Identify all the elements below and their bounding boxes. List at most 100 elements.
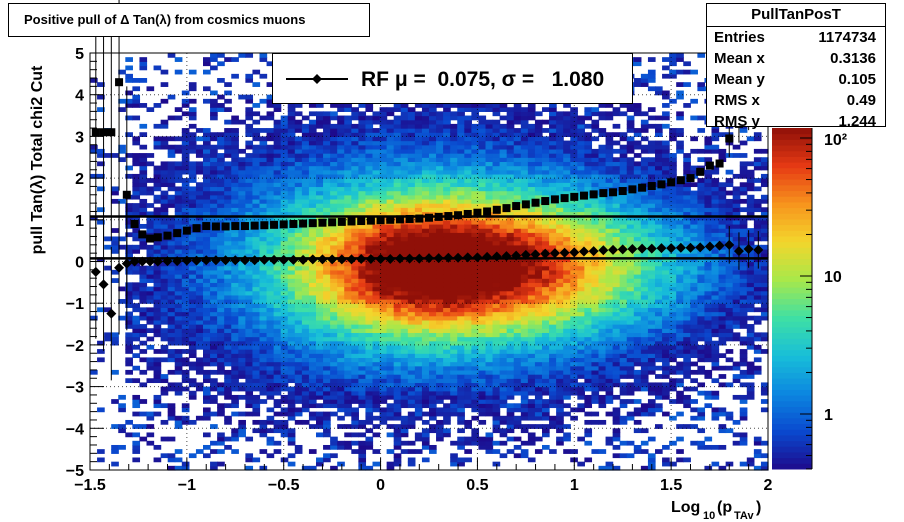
heatmap-cell — [273, 332, 282, 338]
heatmap-cell — [556, 136, 564, 142]
heatmap-cell — [358, 269, 367, 275]
heatmap-cell — [436, 394, 444, 400]
heatmap-cell — [365, 203, 374, 208]
heatmap-cell — [414, 161, 423, 167]
heatmap-cell — [429, 303, 437, 308]
heatmap-cell — [203, 336, 211, 342]
heatmap-cell — [188, 248, 197, 254]
heatmap-cell — [344, 136, 352, 142]
heatmap-cell — [139, 328, 148, 333]
heatmap-cell — [132, 215, 141, 221]
heatmap-cell — [407, 336, 416, 342]
heatmap-cell — [506, 378, 515, 384]
heatmap-cell — [188, 453, 197, 459]
heatmap-cell — [506, 449, 515, 454]
heatmap-cell — [210, 203, 218, 208]
heatmap-cell — [294, 265, 303, 271]
heatmap-cell — [542, 286, 550, 292]
heatmap-cell — [316, 269, 324, 275]
heatmap-cell — [153, 311, 162, 317]
heatmap-cell — [527, 332, 536, 338]
heatmap-cell — [400, 215, 409, 221]
heatmap-cell — [301, 128, 310, 133]
heatmap-cell — [414, 136, 423, 142]
heatmap-cell — [224, 148, 232, 154]
heatmap-cell — [365, 144, 374, 150]
heatmap-cell — [499, 128, 508, 133]
heatmap-cell — [294, 369, 303, 375]
heatmap-cell — [344, 440, 352, 446]
heatmap-cell — [450, 374, 458, 379]
heatmap-cell — [527, 390, 536, 396]
heatmap-cell — [174, 265, 183, 271]
heatmap-cell — [351, 353, 359, 359]
heatmap-cell — [485, 236, 494, 242]
heatmap-cell — [217, 307, 225, 313]
heatmap-cell — [556, 111, 564, 117]
heatmap-cell — [464, 286, 472, 292]
heatmap-cell — [513, 136, 522, 142]
heatmap-cell — [414, 203, 423, 208]
heatmap-cell — [330, 148, 338, 154]
heatmap-cell — [379, 253, 388, 258]
heatmap-cell — [266, 161, 275, 167]
heatmap-cell — [464, 386, 472, 392]
heatmap-cell — [499, 107, 508, 112]
heatmap-cell — [195, 311, 204, 317]
heatmap-cell — [337, 369, 345, 375]
heatmap-cell — [280, 349, 289, 354]
heatmap-cell — [167, 240, 176, 246]
heatmap-cell — [393, 161, 402, 167]
heatmap-cell — [365, 286, 374, 292]
heatmap-cell — [393, 274, 402, 279]
heatmap-cell — [549, 173, 557, 179]
heatmap-cell — [323, 428, 331, 434]
heatmap-cell — [224, 161, 232, 167]
heatmap-cell — [301, 294, 310, 300]
heatmap-cell — [471, 378, 480, 384]
heatmap-cell — [407, 186, 416, 192]
heatmap-cell — [492, 324, 501, 329]
heatmap-cell — [527, 440, 536, 446]
heatmap-cell — [464, 357, 472, 363]
heatmap-cell — [513, 436, 522, 442]
heatmap-cell — [393, 198, 402, 204]
heatmap-cell — [245, 386, 254, 392]
heatmap-cell — [556, 307, 564, 313]
heatmap-cell — [471, 232, 480, 238]
heatmap-cell — [386, 132, 395, 137]
heatmap-cell — [379, 357, 388, 363]
heatmap-cell — [570, 278, 578, 283]
heatmap-cell — [457, 286, 465, 292]
heatmap-cell — [556, 403, 564, 409]
heatmap-cell — [499, 136, 508, 142]
heatmap-cell — [195, 165, 204, 171]
heatmap-cell — [527, 274, 536, 279]
heatmap-cell — [570, 361, 578, 367]
heatmap-cell — [407, 403, 416, 409]
heatmap-cell — [132, 303, 141, 308]
heatmap-cell — [259, 369, 268, 375]
heatmap-cell — [132, 319, 141, 325]
heatmap-cell — [111, 240, 119, 246]
heatmap-cell — [217, 328, 225, 333]
heatmap-cell — [443, 432, 451, 438]
heatmap-cell — [188, 161, 197, 167]
heatmap-cell — [301, 178, 310, 183]
heatmap-cell — [464, 424, 472, 429]
heatmap-cell — [266, 315, 275, 321]
heatmap-cell — [266, 394, 275, 400]
heatmap-cell — [358, 186, 367, 192]
heatmap-cell — [203, 394, 211, 400]
heatmap-cell — [429, 311, 437, 317]
heatmap-cell — [443, 303, 451, 308]
heatmap-cell — [471, 248, 480, 254]
heatmap-cell — [414, 182, 423, 188]
heatmap-cell — [563, 349, 571, 354]
heatmap-cell — [457, 136, 465, 142]
heatmap-cell — [506, 394, 515, 400]
heatmap-cell — [266, 286, 275, 292]
heatmap-cell — [323, 119, 331, 125]
heatmap-cell — [457, 311, 465, 317]
heatmap-cell — [471, 148, 480, 154]
